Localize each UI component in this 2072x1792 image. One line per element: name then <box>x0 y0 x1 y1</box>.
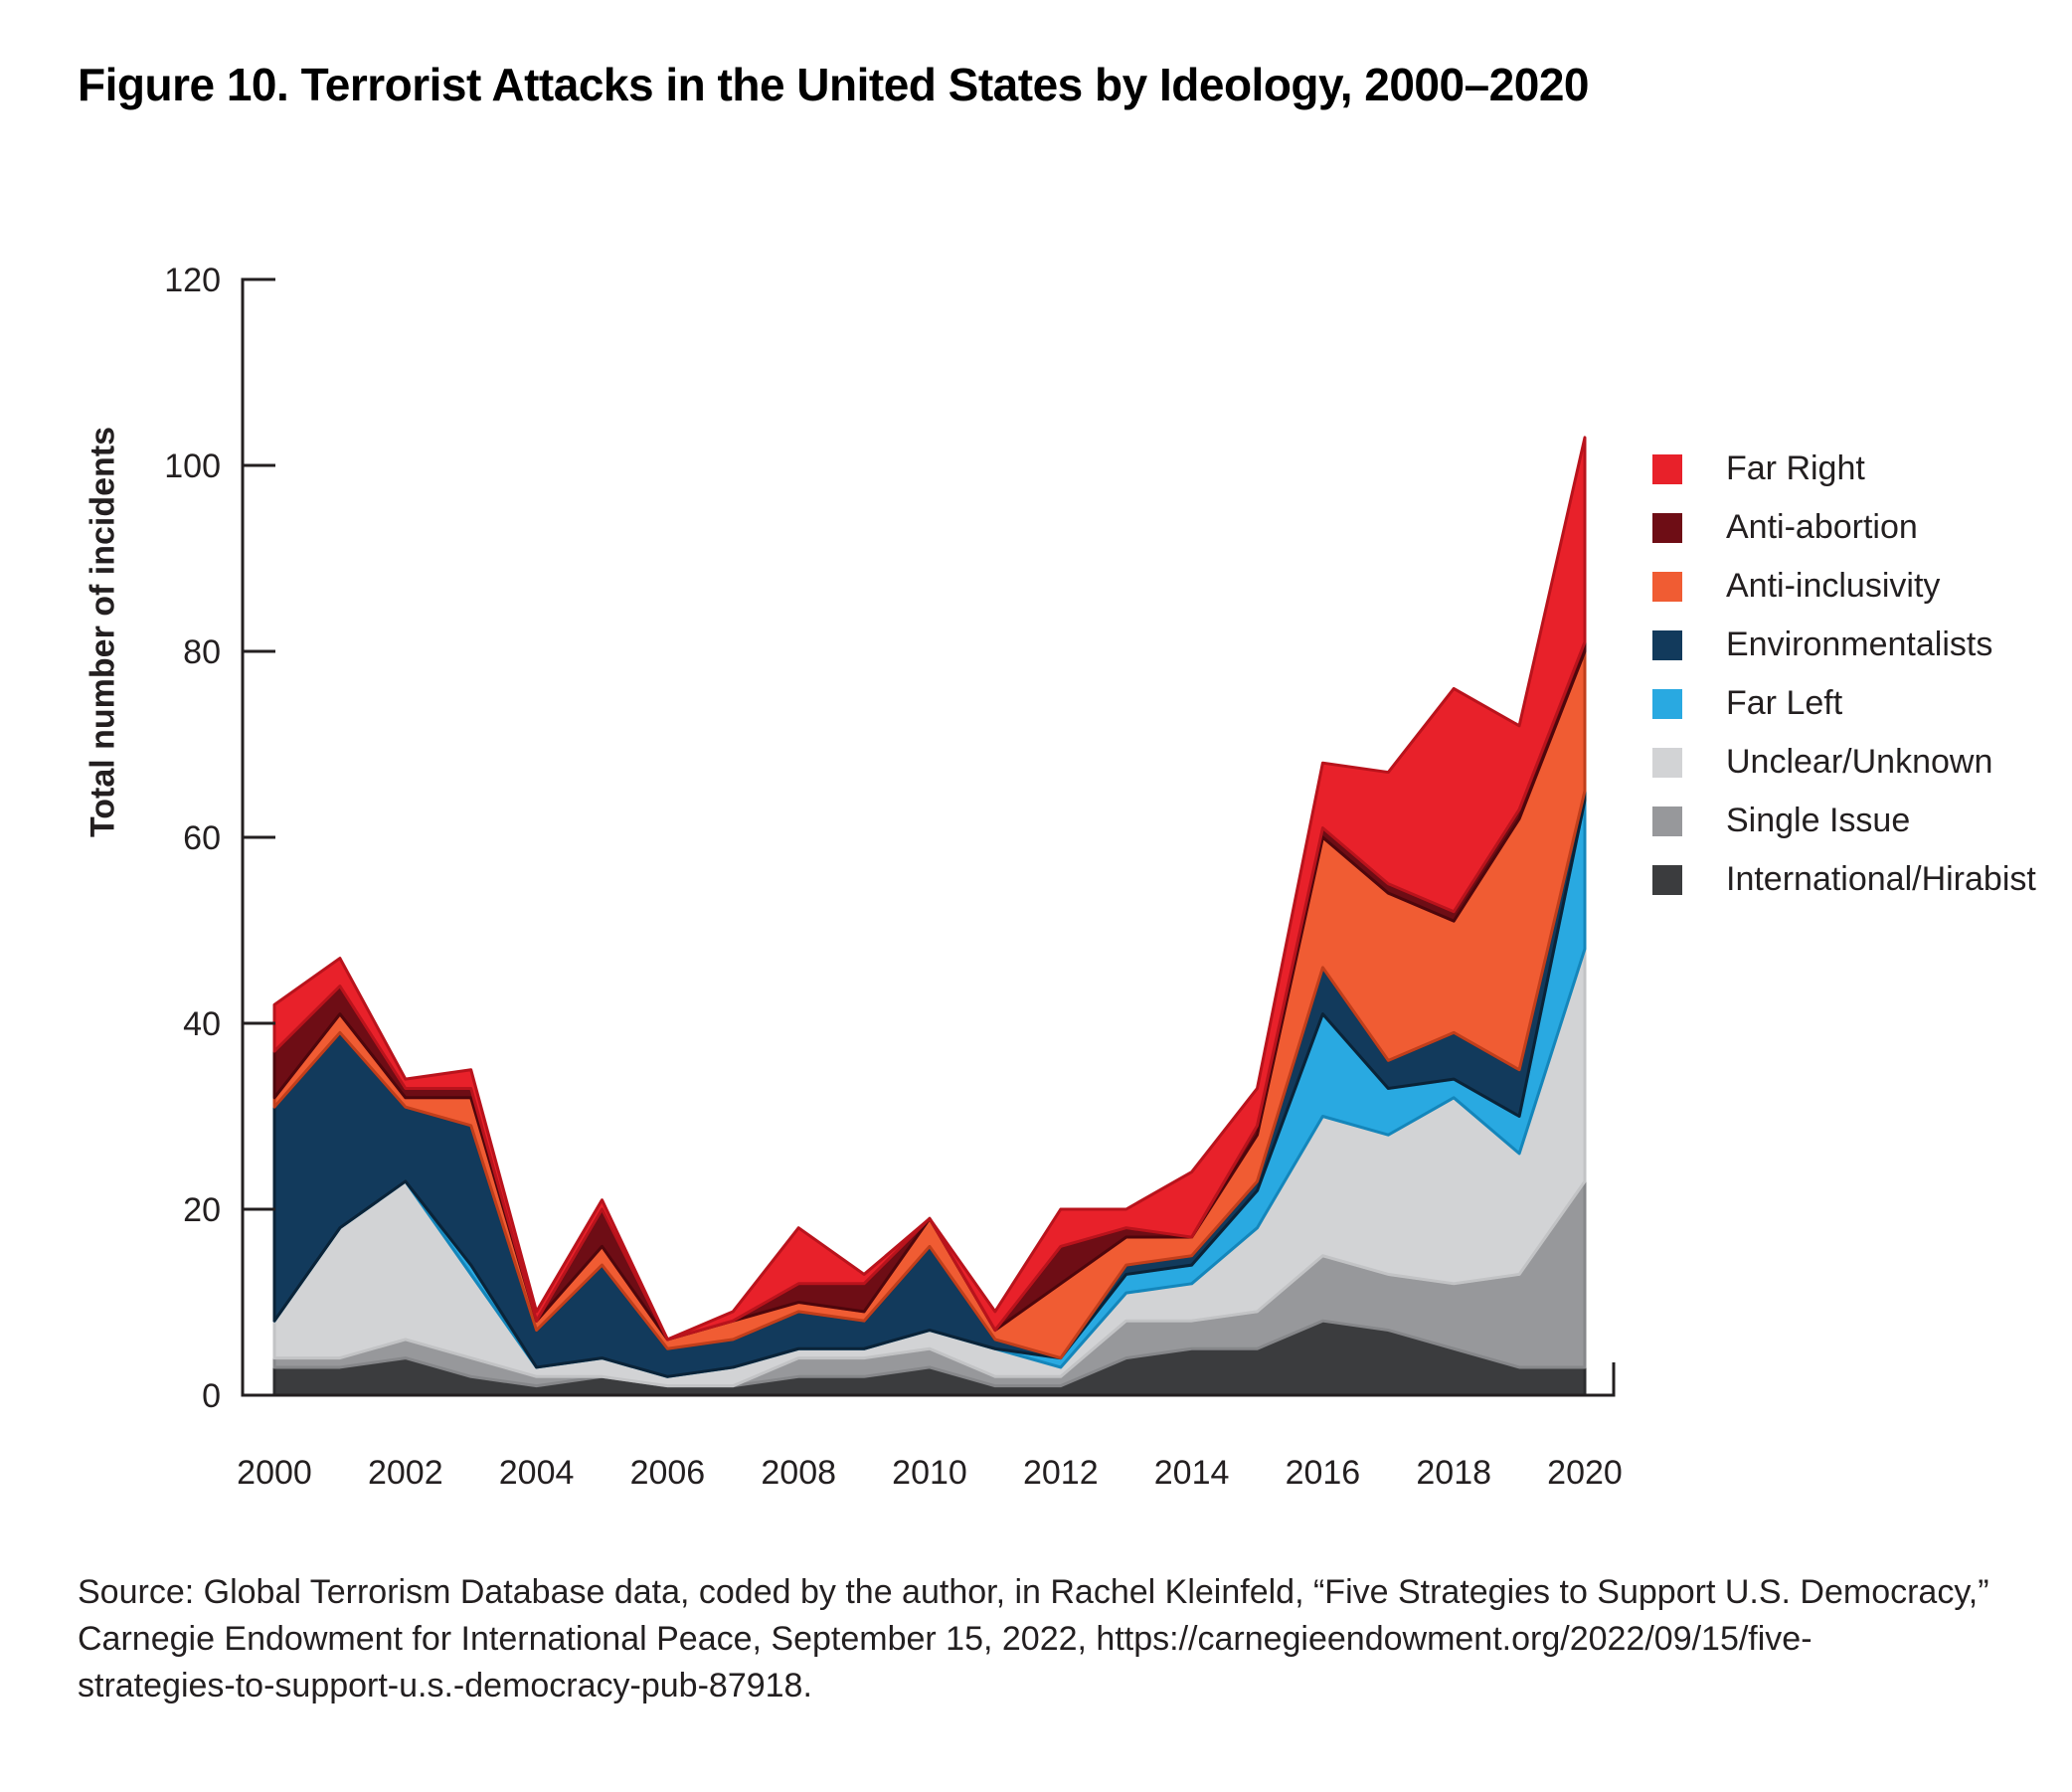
x-tick-label-2014: 2014 <box>1154 1454 1230 1492</box>
y-tick-label-60: 60 <box>183 819 221 857</box>
legend-swatch-unclear-unknown <box>1652 747 1682 778</box>
legend-item-single-issue: Single Issue <box>1652 802 2036 839</box>
legend-swatch-anti-inclusivity <box>1652 571 1682 602</box>
legend-item-far-left: Far Left <box>1652 684 2036 722</box>
legend-label-far-left: Far Left <box>1726 684 1843 722</box>
x-tick-label-2010: 2010 <box>892 1454 967 1492</box>
legend-label-far-right: Far Right <box>1726 449 1865 487</box>
axis-frame <box>241 277 1616 1397</box>
source-note: Source: Global Terrorism Database data, … <box>78 1569 1989 1709</box>
legend-item-international-hirabist: International/Hirabist <box>1652 860 2036 898</box>
x-tick-label-2002: 2002 <box>368 1454 443 1492</box>
legend-swatch-anti-abortion <box>1652 512 1682 543</box>
legend-label-unclear-unknown: Unclear/Unknown <box>1726 743 1993 781</box>
y-tick-label-120: 120 <box>164 262 221 299</box>
x-tick-label-2004: 2004 <box>499 1454 575 1492</box>
legend-swatch-international-hirabist <box>1652 864 1682 895</box>
x-tick-label-2006: 2006 <box>630 1454 706 1492</box>
area-far-right <box>272 436 1587 1342</box>
legend-item-environmentalists: Environmentalists <box>1652 626 2036 663</box>
legend-label-anti-abortion: Anti-abortion <box>1726 508 1918 546</box>
y-tick-label-20: 20 <box>183 1191 221 1229</box>
legend-label-environmentalists: Environmentalists <box>1726 626 1993 663</box>
y-tick-label-40: 40 <box>183 1005 221 1043</box>
y-tick-label-80: 80 <box>183 633 221 671</box>
x-tick-label-2012: 2012 <box>1023 1454 1099 1492</box>
y-tick-label-0: 0 <box>202 1377 221 1415</box>
x-tick-label-2018: 2018 <box>1416 1454 1491 1492</box>
legend-label-international-hirabist: International/Hirabist <box>1726 860 2036 898</box>
legend-swatch-far-right <box>1652 453 1682 484</box>
y-tick-label-100: 100 <box>164 448 221 485</box>
legend-item-unclear-unknown: Unclear/Unknown <box>1652 743 2036 781</box>
legend-item-far-right: Far Right <box>1652 449 2036 487</box>
x-tick-label-2016: 2016 <box>1286 1454 1361 1492</box>
legend-label-single-issue: Single Issue <box>1726 802 1911 839</box>
legend-swatch-single-issue <box>1652 806 1682 836</box>
source-line-3: strategies-to-support-u.s.-democracy-pub… <box>78 1667 812 1704</box>
legend-swatch-far-left <box>1652 688 1682 719</box>
figure-title: Figure 10. Terrorist Attacks in the Unit… <box>78 59 1590 110</box>
x-tick-label-2020: 2020 <box>1547 1454 1623 1492</box>
legend-label-anti-inclusivity: Anti-inclusivity <box>1726 567 1941 605</box>
x-tick-label-2000: 2000 <box>237 1454 312 1492</box>
source-line-2: Carnegie Endowment for International Pea… <box>78 1620 1813 1658</box>
source-line-1: Source: Global Terrorism Database data, … <box>78 1573 1989 1611</box>
legend-item-anti-abortion: Anti-abortion <box>1652 508 2036 546</box>
chart-legend: Far Right Anti-abortion Anti-inclusivity En… <box>1652 449 2036 898</box>
x-tick-label-2008: 2008 <box>761 1454 836 1492</box>
legend-item-anti-inclusivity: Anti-inclusivity <box>1652 567 2036 605</box>
legend-swatch-environmentalists <box>1652 629 1682 660</box>
